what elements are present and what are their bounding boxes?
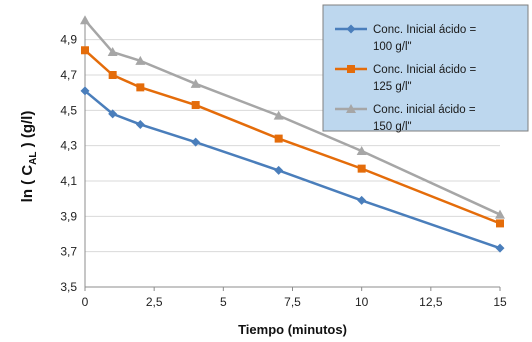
series-3 <box>80 15 505 219</box>
y-axis-label: ln ( CAL ) (g/l) <box>19 111 39 203</box>
legend-label: 150 g/l" <box>373 121 412 133</box>
x-tick-label: 12,5 <box>419 295 443 309</box>
data-point <box>136 83 145 92</box>
legend-entry-1: Conc. Inicial ácido = 100 g/l" <box>335 24 477 53</box>
x-tick-label: 0 <box>82 295 89 309</box>
y-tick-label: 3,5 <box>60 280 77 294</box>
x-tick-label: 15 <box>493 295 507 309</box>
legend-entry-3: Conc. inicial ácido = 150 g/l" <box>335 104 476 133</box>
y-axis-label-subscript: AL <box>28 151 39 164</box>
y-tick-label: 4,1 <box>60 174 77 188</box>
data-point <box>495 243 505 253</box>
y-tick-label: 4,9 <box>60 33 77 47</box>
legend-swatch-marker <box>346 24 356 34</box>
legend-swatch-marker <box>346 104 356 113</box>
x-tick-label: 7,5 <box>284 295 301 309</box>
data-point <box>357 164 366 173</box>
axes <box>84 16 501 291</box>
legend-label: Conc. Inicial ácido = <box>373 64 477 76</box>
data-point <box>81 46 89 55</box>
y-tick-label: 4,7 <box>60 68 77 82</box>
legend-label: 125 g/l" <box>373 81 412 93</box>
legend-label: Conc. inicial ácido = <box>373 104 476 116</box>
data-point <box>273 110 284 120</box>
legend-label: 100 g/l" <box>373 41 412 53</box>
legend-swatch-marker <box>347 65 355 73</box>
data-point <box>274 165 284 175</box>
legend-entry-2: Conc. Inicial ácido = 125 g/l" <box>335 64 477 93</box>
data-point <box>191 101 200 110</box>
data-point <box>135 119 145 129</box>
y-tick-label: 3,7 <box>60 245 77 259</box>
data-point <box>191 137 201 147</box>
data-point <box>357 195 367 205</box>
data-point <box>108 71 117 79</box>
data-point <box>495 209 505 219</box>
x-axis-label: Tiempo (minutos) <box>238 322 347 337</box>
legend: Conc. Inicial ácido =100 g/l"Conc. Inici… <box>322 4 529 133</box>
y-axis-label-post: ) (g/l) <box>19 111 36 152</box>
data-point <box>135 55 146 65</box>
x-tick-label: 10 <box>355 295 369 309</box>
data-point <box>190 78 201 88</box>
y-axis-label-pre: ln ( C <box>19 165 36 203</box>
y-tick-label: 4,5 <box>60 103 77 117</box>
data-point <box>108 109 118 119</box>
data-point <box>80 86 90 96</box>
x-tick-label: 2,5 <box>146 295 163 309</box>
series-2 <box>81 46 504 228</box>
data-point <box>496 219 504 228</box>
data-point <box>356 145 367 155</box>
y-tick-label: 4,3 <box>60 139 77 153</box>
x-tick-label: 5 <box>220 295 227 309</box>
series-1 <box>80 86 505 253</box>
series-lines <box>80 15 505 253</box>
grid-lines <box>85 39 500 288</box>
legend-label: Conc. Inicial ácido = <box>373 24 477 36</box>
tick-labels: 3,5 3,7 3,9 4,1 4,3 4,5 4,7 4,9 0 2,5 5 7,5 10 12,5 15 <box>60 33 507 309</box>
y-tick-label: 3,9 <box>60 209 77 223</box>
data-point <box>80 15 90 25</box>
data-point <box>107 47 118 57</box>
data-point <box>274 134 283 143</box>
